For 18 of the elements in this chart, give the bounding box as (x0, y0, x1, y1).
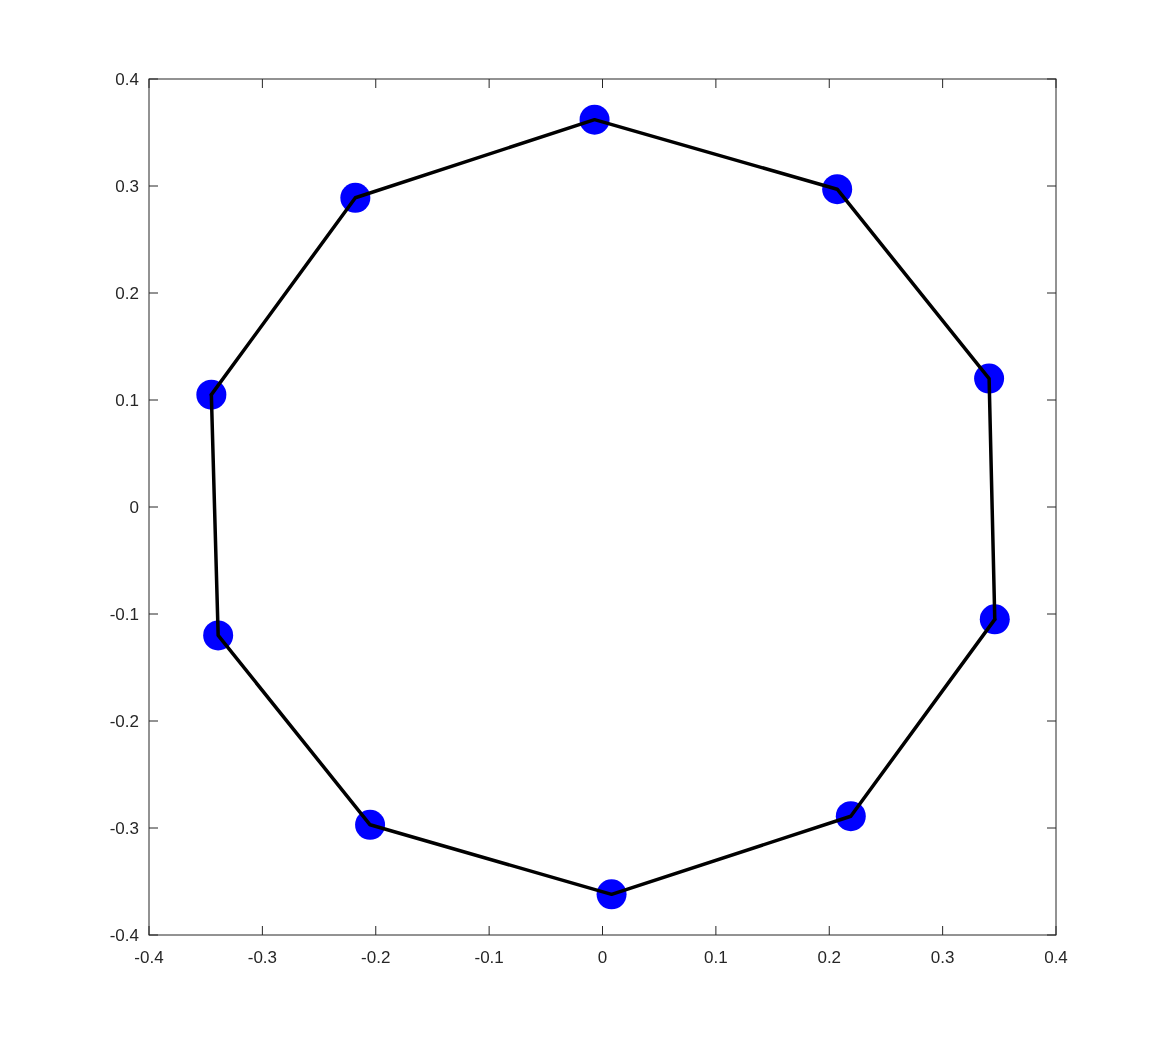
x-tick-label: 0.1 (704, 948, 728, 967)
x-tick-label: 0.3 (930, 948, 955, 967)
x-tick-label: 0.2 (817, 948, 842, 967)
y-tick-label: -0.4 (109, 925, 139, 945)
x-tick-label: -0.4 (134, 948, 164, 967)
y-tick-label: -0.2 (109, 711, 139, 731)
y-tick-label: 0.4 (115, 69, 139, 89)
y-tick-label: 0.2 (115, 283, 139, 303)
x-tick-label: 0 (597, 948, 608, 967)
y-tick-label: -0.3 (109, 818, 139, 838)
y-tick-label: 0.3 (115, 176, 139, 196)
y-tick-label: -0.1 (109, 604, 139, 624)
y-tick-label: 0 (129, 497, 139, 517)
y-tick-label: 0.1 (115, 390, 139, 410)
x-tick-label: 0.4 (1044, 948, 1068, 967)
x-tick-label: -0.3 (247, 948, 278, 967)
x-tick-label: -0.1 (474, 948, 504, 967)
x-tick-label: -0.2 (361, 948, 391, 967)
